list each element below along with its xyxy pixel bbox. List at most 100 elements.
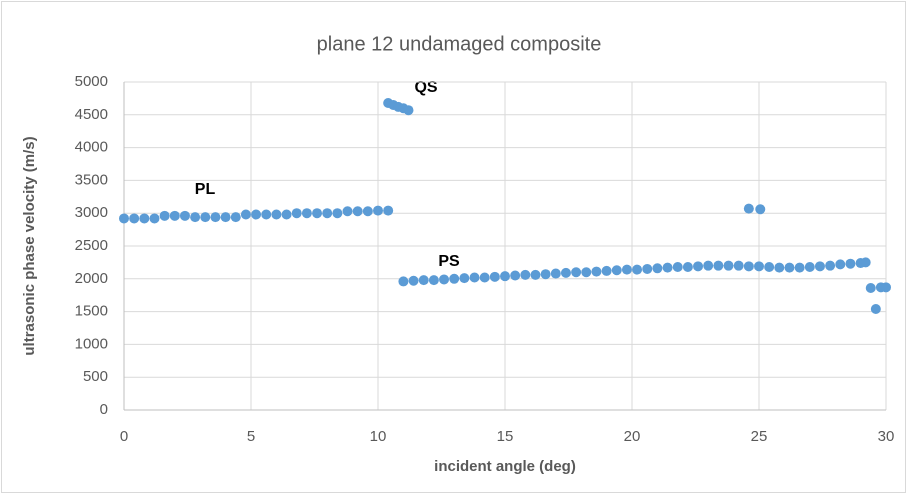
- point: [281, 209, 292, 220]
- x-axis-label: incident angle (deg): [434, 458, 576, 475]
- point: [530, 269, 541, 280]
- point: [632, 264, 643, 275]
- annotation: QS: [414, 79, 437, 96]
- point: [870, 303, 881, 314]
- y-tick-label: 500: [83, 368, 108, 385]
- point: [754, 261, 764, 272]
- point: [723, 260, 734, 271]
- point: [591, 266, 602, 277]
- point: [860, 257, 871, 268]
- point: [571, 267, 582, 278]
- annotation: PS: [438, 253, 460, 270]
- x-tick-label: 25: [751, 428, 768, 445]
- point: [449, 273, 460, 284]
- point: [743, 203, 754, 214]
- point: [322, 208, 333, 219]
- point: [119, 213, 129, 224]
- x-tick-label: 30: [878, 428, 895, 445]
- chart-title: plane 12 undamaged composite: [317, 33, 602, 55]
- point: [520, 269, 531, 280]
- x-tick-label: 5: [247, 428, 255, 445]
- point: [230, 212, 241, 223]
- point: [398, 276, 409, 287]
- y-tick-label: 2500: [75, 237, 108, 254]
- point: [560, 267, 571, 278]
- point: [190, 212, 201, 223]
- point: [672, 261, 683, 272]
- y-tick-label: 3500: [75, 171, 108, 188]
- point: [489, 271, 500, 282]
- point: [362, 206, 373, 217]
- point: [373, 205, 383, 216]
- point: [261, 209, 272, 220]
- point: [755, 204, 766, 215]
- point: [271, 209, 282, 220]
- point: [804, 261, 815, 272]
- point: [662, 262, 673, 273]
- point: [312, 208, 323, 219]
- point: [342, 206, 353, 217]
- point: [459, 273, 470, 284]
- point: [703, 260, 714, 271]
- point: [149, 213, 160, 224]
- y-tick-label: 3000: [75, 204, 108, 221]
- point: [865, 282, 876, 293]
- point: [652, 263, 663, 274]
- point: [550, 268, 561, 279]
- y-tick-label: 1500: [75, 303, 108, 320]
- x-tick-label: 15: [497, 428, 514, 445]
- point: [129, 213, 140, 224]
- y-tick-label: 0: [100, 401, 108, 418]
- point: [428, 275, 439, 286]
- point: [240, 209, 251, 220]
- point: [743, 261, 754, 272]
- point: [159, 210, 170, 221]
- point: [210, 212, 221, 223]
- point: [139, 213, 150, 224]
- y-axis-label: ultrasonic phase velocity (m/s): [21, 136, 38, 355]
- point: [220, 212, 231, 223]
- point: [383, 205, 394, 216]
- point: [825, 260, 836, 271]
- y-tick-label: 1000: [75, 335, 108, 352]
- point: [601, 265, 612, 276]
- point: [301, 208, 312, 219]
- point: [835, 259, 846, 270]
- point: [403, 105, 414, 116]
- point: [621, 264, 632, 275]
- point: [611, 265, 622, 276]
- point: [794, 262, 805, 273]
- point: [500, 271, 510, 282]
- point: [682, 261, 693, 272]
- point: [642, 263, 653, 274]
- point: [479, 272, 490, 283]
- point: [540, 269, 551, 280]
- point: [291, 208, 302, 219]
- point: [332, 208, 343, 219]
- point: [510, 270, 521, 281]
- point: [179, 210, 190, 221]
- point: [251, 209, 262, 220]
- point: [774, 262, 785, 273]
- point: [352, 206, 363, 217]
- point: [408, 275, 419, 286]
- x-tick-label: 0: [120, 428, 128, 445]
- x-tick-label: 20: [624, 428, 641, 445]
- point: [764, 261, 775, 272]
- x-tick-label: 10: [370, 428, 387, 445]
- point: [881, 282, 891, 293]
- y-tick-label: 4500: [75, 106, 108, 123]
- point: [733, 260, 744, 271]
- point: [693, 261, 704, 272]
- point: [784, 262, 795, 273]
- point: [845, 258, 856, 269]
- point: [169, 210, 180, 221]
- point: [469, 272, 480, 283]
- annotation: PL: [195, 181, 216, 198]
- point: [713, 260, 724, 271]
- point: [439, 274, 450, 285]
- point: [200, 212, 211, 223]
- y-tick-label: 2000: [75, 270, 108, 287]
